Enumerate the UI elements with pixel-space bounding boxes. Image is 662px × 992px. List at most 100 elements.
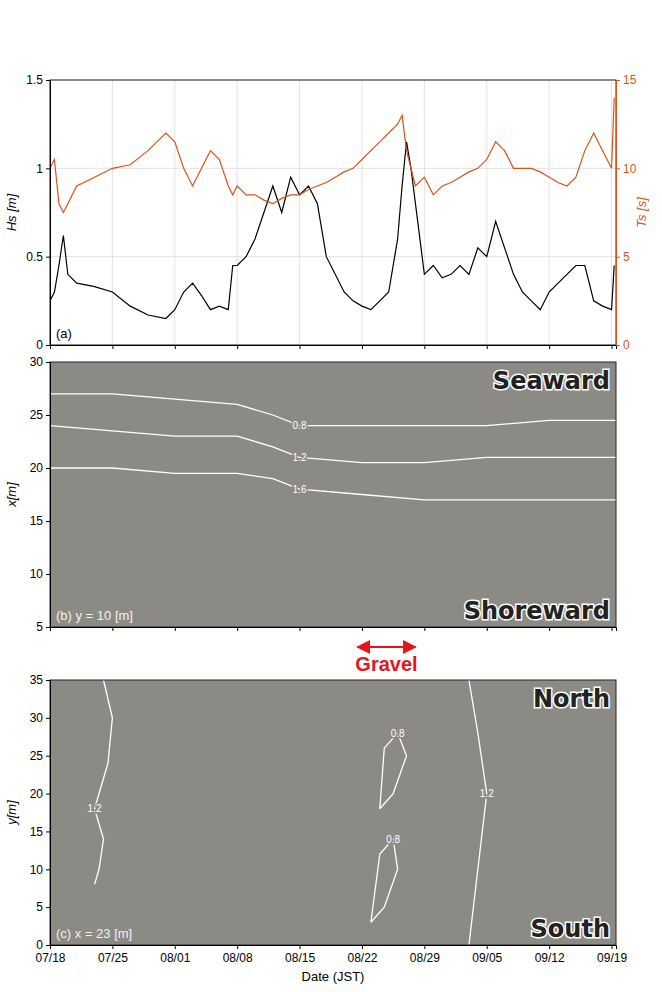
tick-label: 07/25 (98, 951, 128, 965)
axis-line (617, 81, 621, 346)
annotation: Seaward (493, 367, 610, 395)
tick-mark (616, 257, 620, 258)
tick-label: 08/22 (347, 951, 377, 965)
tick: 08/15 (285, 945, 315, 965)
tick-mark (300, 945, 301, 949)
tick-mark (46, 468, 50, 469)
tick (175, 345, 176, 349)
contour-label: 0.8 (386, 834, 400, 845)
tick-label: 5 (623, 250, 630, 264)
tick-label: 25 (30, 408, 44, 422)
tick-label: 30 (30, 355, 44, 369)
span-label: Gravel (355, 653, 417, 675)
tick-mark (46, 794, 50, 795)
tick (424, 627, 425, 631)
tick (487, 345, 488, 349)
marks (50, 98, 614, 319)
plot-frame (50, 80, 616, 345)
marks (95, 680, 487, 945)
tick-mark (362, 345, 363, 349)
tick-label: 30 (30, 711, 44, 725)
tick-mark (300, 627, 301, 631)
tick: 09/05 (472, 945, 502, 965)
tick-mark (175, 345, 176, 349)
tick (112, 627, 113, 631)
figure: 00.511.5Hs [m]051015Ts [s](a)0.81.21.651… (0, 0, 662, 992)
tick-mark (487, 345, 488, 349)
tick-mark (112, 945, 113, 949)
panel-label-group: (c) x = 23 [m] (54, 925, 134, 942)
panel: 0.81.21.651015202530x[m](b) y = 10 [m]Se… (4, 355, 617, 675)
tick (300, 345, 301, 349)
tick-mark (46, 168, 50, 169)
y-axis-title: Hs [m] (4, 193, 19, 231)
y-axis-title: y[m] (4, 800, 19, 826)
tick (362, 345, 363, 349)
tick-mark (46, 362, 50, 363)
tick-mark (46, 945, 50, 946)
tick: 08/08 (223, 945, 253, 965)
tick-mark (112, 345, 113, 349)
tick: 0.5 (26, 250, 50, 264)
y2-axis-title: Ts [s] (634, 197, 649, 228)
tick-mark (46, 718, 50, 719)
tick: 15 (30, 514, 50, 528)
tick-label: 5 (36, 900, 43, 914)
tick (612, 627, 613, 631)
tick: 5 (616, 250, 630, 264)
plot-frame (50, 362, 616, 627)
tick (175, 627, 176, 631)
axis-line (51, 946, 617, 950)
tick-label: 0 (623, 338, 630, 352)
tick-label: 10 (30, 863, 44, 877)
tick-mark (549, 345, 550, 349)
tick-label: 09/12 (535, 951, 565, 965)
plot-frame (50, 680, 616, 945)
contour-line (50, 468, 616, 500)
grid-line (237, 80, 238, 345)
tick-label: 0 (36, 338, 43, 352)
contour-line (95, 680, 113, 884)
panel: 1.21.20.80.807/1807/2508/0108/0808/1508/… (4, 673, 627, 984)
tick-mark (616, 345, 620, 346)
tick-mark (424, 945, 425, 949)
tick-mark (46, 345, 50, 346)
tick-mark (46, 869, 50, 870)
tick (237, 627, 238, 631)
contour-label: 0.8 (293, 420, 307, 431)
series-line (50, 98, 614, 213)
tick-mark (300, 345, 301, 349)
tick-label: 20 (30, 461, 44, 475)
tick: 30 (30, 711, 50, 725)
tick (549, 345, 550, 349)
annotation: South (531, 915, 610, 943)
tick-label: 35 (30, 673, 44, 687)
tick-mark (175, 945, 176, 949)
label-patch (54, 325, 74, 342)
y-axis: 00.511.5 (26, 73, 50, 352)
tick: 08/01 (160, 945, 190, 965)
tick-mark (612, 945, 613, 949)
axis-line (46, 81, 51, 346)
tick-mark (549, 627, 550, 631)
tick-label: 15 (623, 73, 637, 87)
grid-line (174, 80, 175, 345)
tick-mark (46, 680, 50, 681)
tick-label: 1.5 (26, 73, 43, 87)
grid-line (549, 80, 550, 345)
tick: 5 (36, 620, 50, 634)
tick-label: 20 (30, 787, 44, 801)
tick-mark (237, 627, 238, 631)
label-patch (54, 925, 134, 942)
tick: 30 (30, 355, 50, 369)
panel-label-group: (a) (54, 325, 74, 342)
tick-label: 0.5 (26, 250, 43, 264)
tick: 10 (30, 567, 50, 581)
grid-line (112, 80, 113, 345)
tick: 25 (30, 408, 50, 422)
axis-line (51, 628, 617, 632)
grid-line (424, 80, 425, 345)
plot-background (50, 680, 616, 945)
contour-label: 0.8 (391, 728, 405, 739)
tick: 25 (30, 749, 50, 763)
